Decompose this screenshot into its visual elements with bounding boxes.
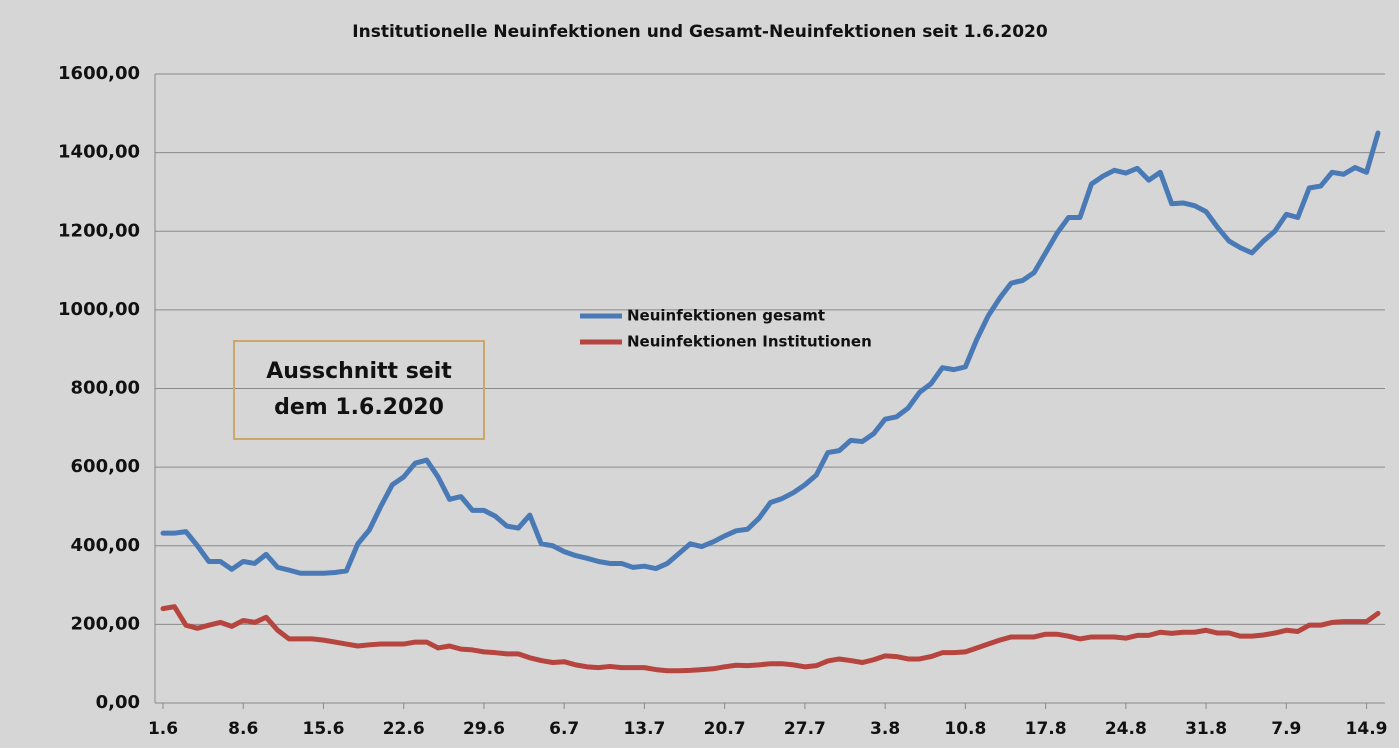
- line-series: [160, 130, 1381, 576]
- x-tick-label: 14.9: [1346, 719, 1388, 739]
- y-tick-label: 1600,00: [58, 63, 140, 84]
- y-tick-label: 1000,00: [58, 299, 140, 320]
- x-tick-label: 15.6: [302, 719, 344, 739]
- x-tick-label: 29.6: [463, 719, 505, 739]
- y-tick-label: 1200,00: [58, 220, 140, 241]
- y-tick-label: 0,00: [96, 692, 140, 713]
- x-tick-label: 6.7: [549, 719, 579, 739]
- legend-label: Neuinfektionen gesamt: [627, 307, 825, 325]
- legend-label: Neuinfektionen Institutionen: [627, 333, 872, 351]
- x-tick-label: 20.7: [704, 719, 746, 739]
- x-tick-label: 22.6: [383, 719, 425, 739]
- x-tick-label: 31.8: [1185, 719, 1227, 739]
- annotation: Ausschnitt seit dem 1.6.2020: [233, 340, 485, 440]
- x-tick-label: 10.8: [944, 719, 986, 739]
- x-tick-label: 27.7: [784, 719, 826, 739]
- x-tick-label: 13.7: [623, 719, 665, 739]
- y-tick-label: 200,00: [71, 613, 140, 634]
- x-tick-label: 8.6: [228, 719, 258, 739]
- x-tick-label: 3.8: [870, 719, 900, 739]
- chart-title: Institutionelle Neuinfektionen und Gesam…: [352, 22, 1048, 42]
- y-tick-label: 800,00: [71, 378, 140, 399]
- x-tick-label: 1.6: [148, 719, 178, 739]
- x-tick-label: 24.8: [1105, 719, 1147, 739]
- line-series: [160, 604, 1381, 674]
- y-tick-label: 1400,00: [58, 142, 140, 163]
- y-tick-label: 600,00: [71, 456, 140, 477]
- x-tick-label: 17.8: [1025, 719, 1067, 739]
- y-tick-label: 400,00: [71, 535, 140, 556]
- x-tick-label: 7.9: [1271, 719, 1301, 739]
